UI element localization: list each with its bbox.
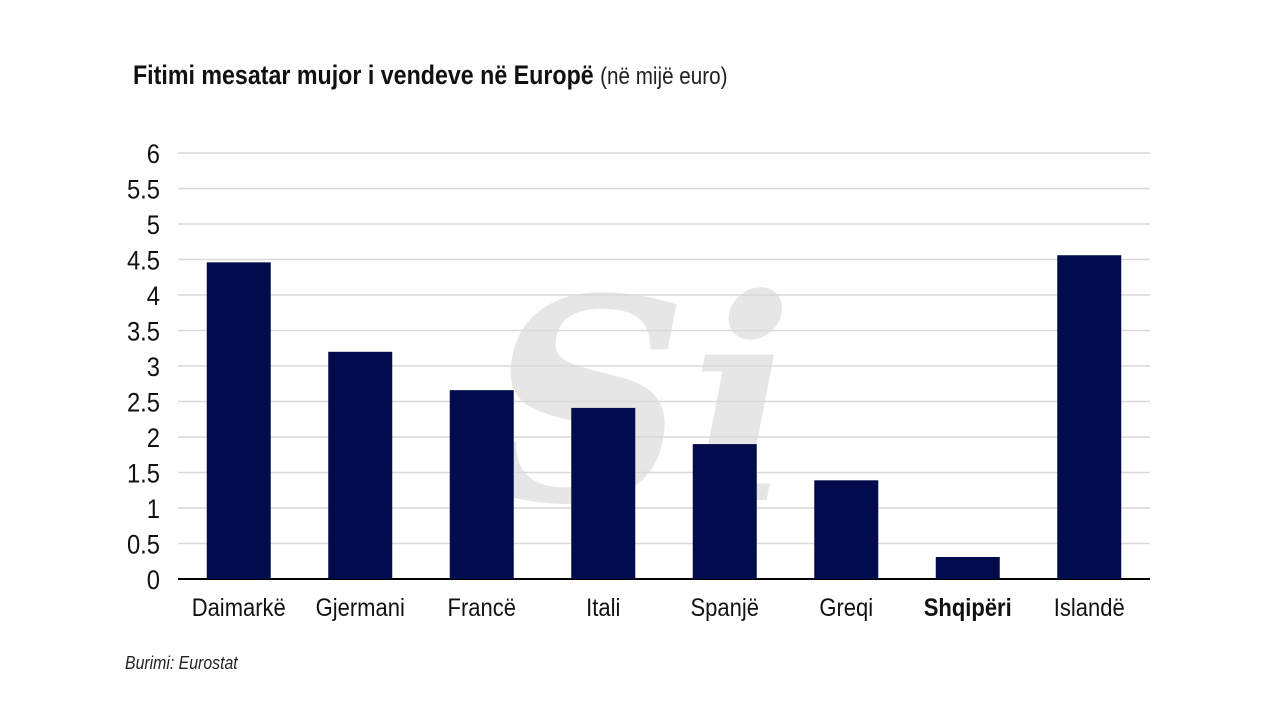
chart-title-unit: (në mijë euro) [600,63,728,90]
x-tick-label: Shqipëri [924,594,1012,622]
chart-title-main: Fitimi mesatar mujor i vendeve në Europë [133,60,594,90]
y-tick-label: 2.5 [127,388,160,418]
y-tick-label: 1 [147,495,160,525]
x-tick-label: Spanjë [691,594,759,622]
y-tick-label: 2 [147,424,160,454]
y-tick-label: 0.5 [127,530,160,560]
y-tick-label: 4 [147,282,160,312]
bar-spanjë [692,444,757,579]
bar-itali [571,407,636,579]
bar-greqi [814,480,879,579]
bar-shqipëri [935,556,1000,579]
y-tick-label: 4.5 [127,246,160,276]
bar-gjermani [328,351,393,579]
source-note: Burimi: Eurostat [125,653,238,673]
bar-daimarkë [206,262,271,579]
bar-islandë [1057,255,1122,580]
x-tick-label: Greqi [819,594,873,622]
x-tick-label: Francë [448,594,516,622]
x-tick-label: Islandë [1054,594,1125,622]
y-tick-label: 6 [147,140,160,170]
y-tick-label: 3.5 [127,317,160,347]
bar-francë [449,390,514,579]
y-tick-label: 5 [147,211,160,241]
chart-title: Fitimi mesatar mujor i vendeve në Europë… [133,60,727,91]
y-tick-label: 0 [147,566,160,596]
x-tick-label: Daimarkë [192,594,286,622]
y-tick-label: 3 [147,353,160,383]
x-tick-label: Itali [586,594,620,622]
y-tick-label: 5.5 [127,175,160,205]
x-tick-label: Gjermani [316,594,405,622]
y-tick-label: 1.5 [127,459,160,489]
